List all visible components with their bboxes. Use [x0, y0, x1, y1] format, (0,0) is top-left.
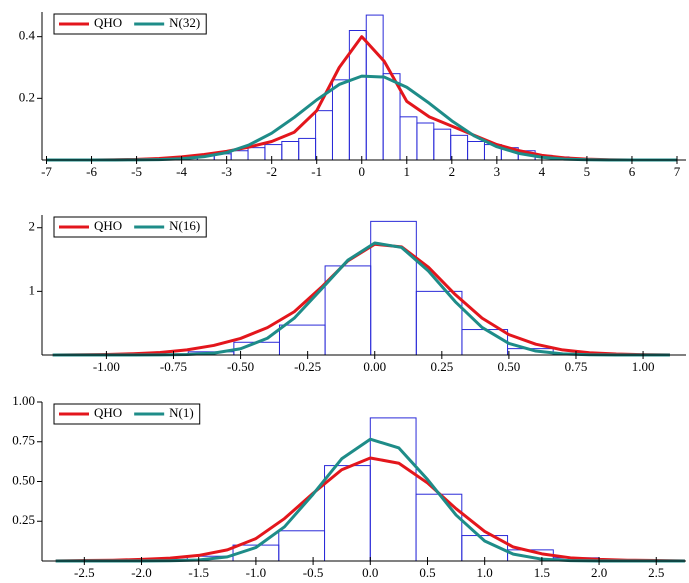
curve	[46, 74, 677, 162]
x-tick-label: -1.0	[246, 565, 267, 580]
x-tick-label: 0.5	[419, 565, 435, 580]
x-tick-label: -3	[221, 164, 232, 179]
x-tick-label: -1	[311, 164, 322, 179]
histogram-bar	[467, 141, 485, 161]
x-tick-label: 4	[539, 164, 546, 179]
x-tick-label: -0.25	[294, 359, 321, 374]
x-tick-label: -7	[41, 164, 52, 179]
x-tick-label: -2	[266, 164, 277, 179]
y-tick-label: 0.2	[19, 89, 35, 104]
histogram-bar	[278, 530, 326, 562]
legend-box	[53, 13, 207, 35]
x-tick-label: 0.50	[498, 359, 521, 374]
x-tick-label: -2.0	[131, 565, 152, 580]
histogram-bar	[298, 137, 317, 161]
histogram-bar	[230, 150, 249, 161]
legend-label: N(16)	[169, 218, 200, 233]
histogram-bar	[315, 110, 333, 161]
histogram-bar	[331, 79, 350, 161]
x-tick-label: 0.75	[565, 359, 588, 374]
x-tick-label: -6	[86, 164, 97, 179]
y-tick-label: 1	[29, 282, 36, 297]
legend-box	[53, 216, 207, 238]
y-tick-label: 1.00	[12, 393, 35, 408]
x-tick-label: 0.25	[430, 359, 453, 374]
histogram-bar	[278, 324, 326, 356]
x-tick-label: 7	[674, 164, 681, 179]
histogram-bar	[365, 14, 384, 161]
histogram-bar	[399, 116, 418, 161]
x-tick-label: 1.5	[534, 565, 550, 580]
histogram-bar	[247, 147, 266, 161]
legend-label: QHO	[94, 218, 122, 233]
legend-box	[53, 403, 201, 425]
legend-label: N(32)	[169, 15, 200, 30]
histogram-bar	[281, 141, 300, 161]
x-tick-label: 5	[584, 164, 591, 179]
x-tick-label: -1.5	[188, 565, 209, 580]
x-tick-label: -5	[131, 164, 142, 179]
histogram-bar	[415, 493, 463, 562]
x-tick-label: 0.0	[362, 565, 378, 580]
y-tick-label: 2	[29, 219, 36, 234]
panel: 0.2 0.4 -7 -6 -5 -4 -3 -2 -1 0 1 2 3 4 5 6 7 QHO N(32)	[19, 12, 686, 179]
x-tick-label: 3	[494, 164, 501, 179]
panel: 1 2 -1.00 -0.75 -0.50 -0.25 0.00 0.25 0.50 0.75 1.…	[29, 215, 686, 374]
x-tick-label: 1	[404, 164, 411, 179]
curve	[52, 241, 670, 357]
x-tick-label: -2.5	[74, 565, 95, 580]
x-tick-label: 0.00	[363, 359, 386, 374]
y-tick-label: 0.50	[12, 472, 35, 487]
legend-label: N(1)	[169, 405, 194, 420]
x-tick-label: 1.00	[632, 359, 655, 374]
histogram-bar	[450, 134, 469, 161]
x-tick-label: 1.0	[477, 565, 493, 580]
curve	[52, 242, 670, 357]
x-tick-label: 6	[629, 164, 636, 179]
x-tick-label: 2.0	[591, 565, 607, 580]
histogram-bar	[370, 220, 417, 356]
histogram-bar	[433, 128, 452, 161]
panel: 0.25 0.50 0.75 1.00 -2.5 -2.0 -1.5 -1.0 -0.5 0.0 0…	[12, 393, 686, 580]
y-tick-label: 0.4	[19, 28, 36, 43]
y-tick-label: 0.75	[12, 433, 35, 448]
histogram-bar	[461, 329, 509, 356]
histogram-bar	[416, 122, 435, 161]
y-tick-label: 0.25	[12, 512, 35, 527]
x-tick-label: 2.5	[648, 565, 664, 580]
x-tick-label: -1.00	[93, 359, 120, 374]
curve	[46, 35, 677, 162]
x-tick-label: -4	[176, 164, 187, 179]
curve	[55, 456, 685, 563]
x-tick-label: -0.50	[227, 359, 254, 374]
x-tick-label: -0.75	[160, 359, 187, 374]
histogram-bar	[369, 417, 417, 562]
x-tick-label: 0	[358, 164, 365, 179]
histogram-bar	[264, 144, 283, 161]
x-tick-label: -0.5	[303, 565, 324, 580]
x-tick-label: 2	[449, 164, 456, 179]
legend-label: QHO	[94, 405, 122, 420]
legend-label: QHO	[94, 15, 122, 30]
